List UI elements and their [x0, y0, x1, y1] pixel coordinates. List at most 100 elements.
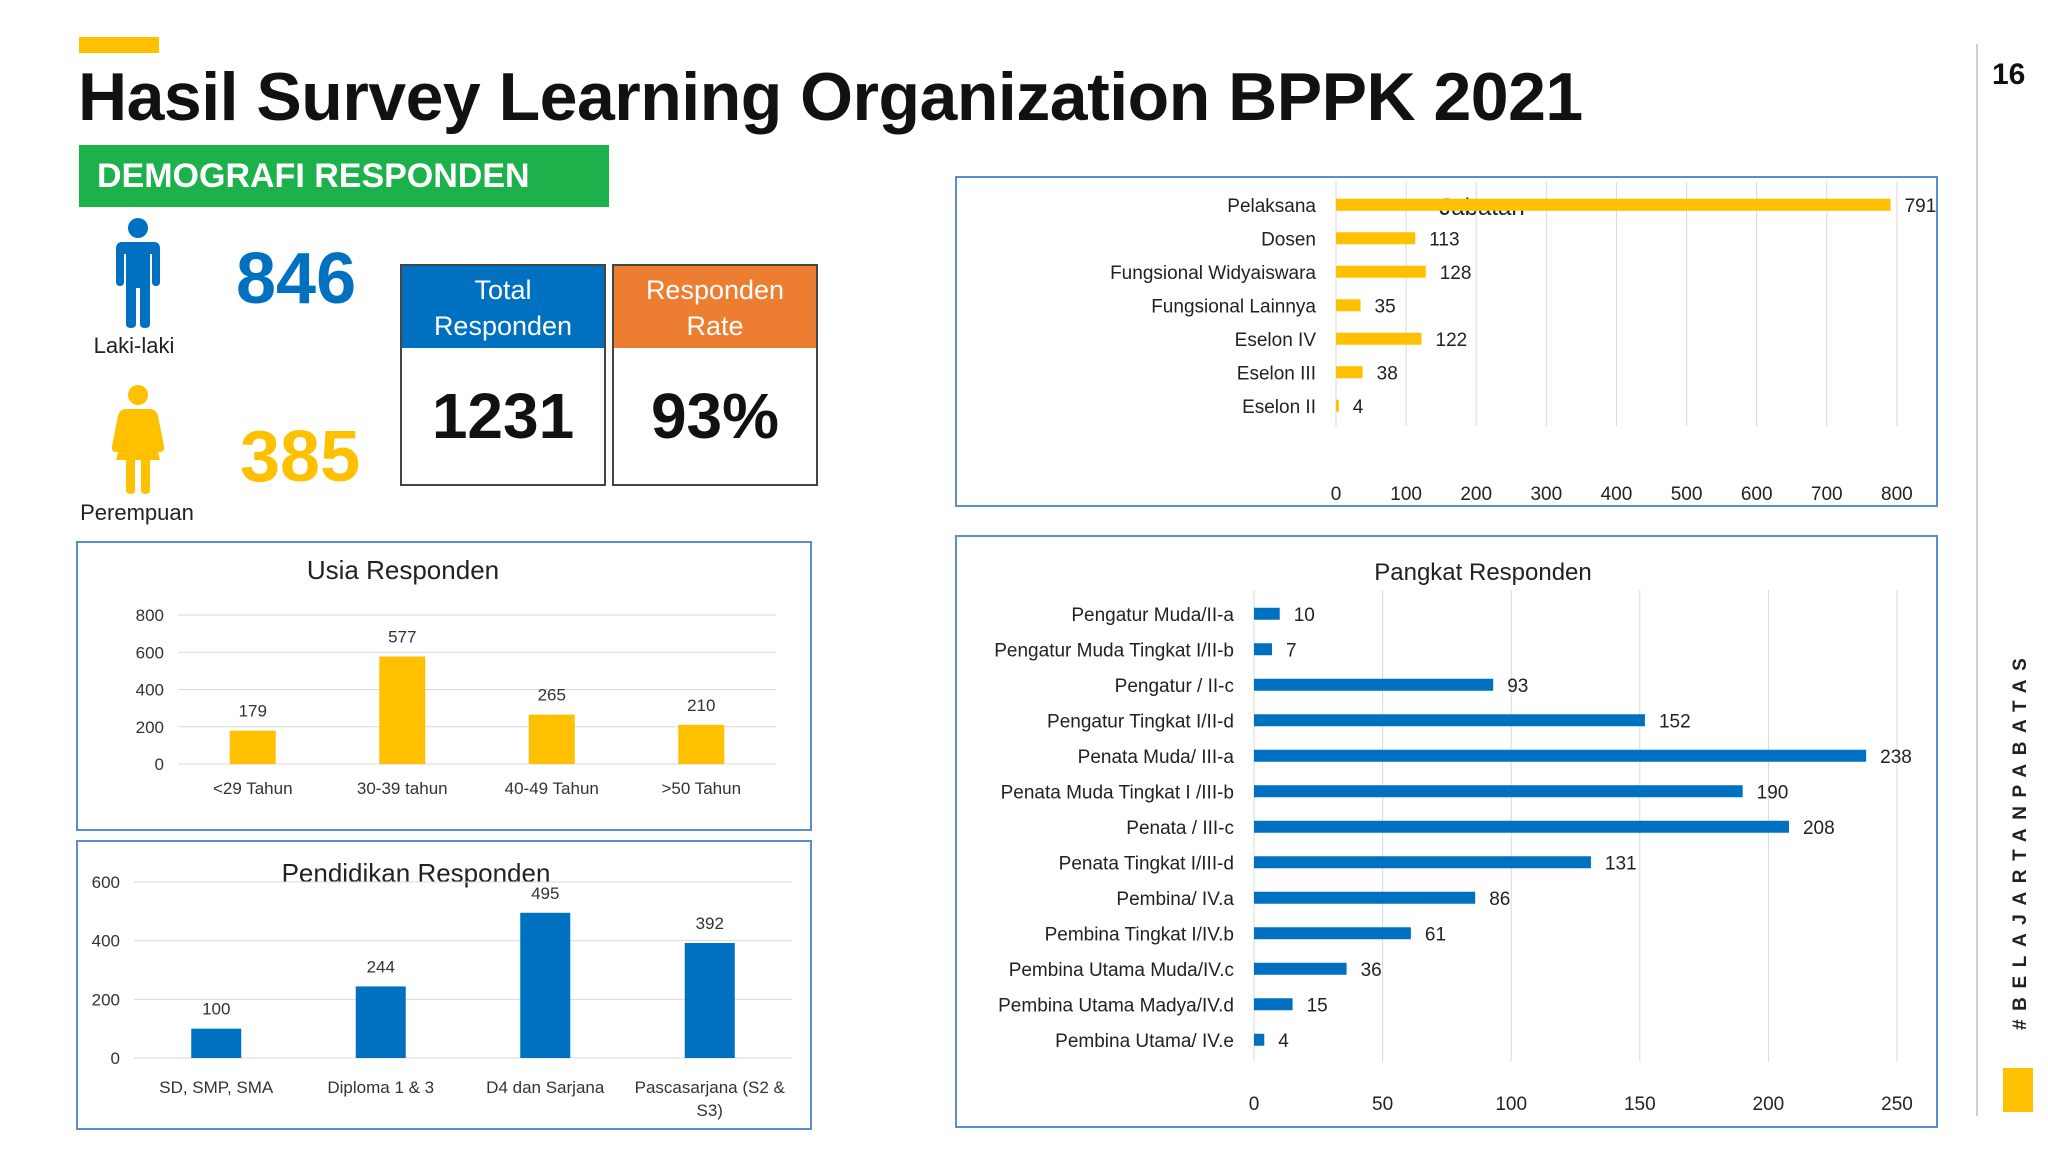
pangkat-category-label: Pengatur / II-c — [1115, 676, 1234, 697]
total-respondents-card: Total Responden 1231 — [400, 264, 606, 486]
jabatan-bar — [1336, 232, 1416, 245]
jabatan-x-tick-label: 200 — [1460, 484, 1492, 505]
pangkat-chart: Pangkat Responden 0 50 100 150 200 250 10 Pengat… — [994, 559, 1913, 1115]
response-rate-card: Responden Rate 93% — [612, 264, 818, 486]
pangkat-x-tick-label: 250 — [1881, 1094, 1913, 1115]
usia-category-label: 30-39 tahun — [357, 779, 448, 798]
jabatan-bar — [1336, 399, 1339, 412]
jabatan-category-label: Fungsional Widyaiswara — [1110, 263, 1316, 284]
jabatan-data-label: 122 — [1436, 330, 1468, 351]
male-count: 846 — [236, 239, 357, 319]
side-hashtag-text: #BELAJARTANPABATAS — [2010, 650, 2031, 1030]
pangkat-data-label: 152 — [1659, 711, 1691, 732]
pangkat-bar — [1254, 607, 1280, 620]
slide-number: 16 — [1992, 58, 2026, 91]
jabatan-category-label: Fungsional Lainnya — [1151, 296, 1316, 317]
usia-bar — [379, 656, 426, 764]
right-divider — [1976, 44, 1978, 1116]
pangkat-bar — [1254, 785, 1743, 798]
pendidikan-data-label: 392 — [696, 914, 724, 933]
side-hashtag: #BELAJARTANPABATAS — [2010, 650, 2031, 1030]
pendidikan-chart-panel: Pendidikan Responden 0 200 400 600 100 SD, SMP… — [76, 840, 812, 1130]
pangkat-bar — [1254, 643, 1273, 656]
pendidikan-y-tick-label: 200 — [92, 990, 120, 1009]
total-respondents-value: 1231 — [431, 380, 575, 452]
usia-chart-panel: Usia Responden 0 200 400 600 800 179 <29 Tahun 5… — [76, 541, 812, 831]
pangkat-category-label: Pembina/ IV.a — [1116, 889, 1234, 910]
male-label: Laki-laki — [93, 333, 175, 358]
jabatan-category-label: Eselon II — [1242, 397, 1316, 418]
usia-bar — [678, 724, 725, 764]
pangkat-category-label: Pembina Utama Muda/IV.c — [1009, 960, 1234, 981]
pangkat-category-label: Penata Tingkat I/III-d — [1059, 853, 1234, 874]
jabatan-x-tick-label: 700 — [1811, 484, 1843, 505]
pangkat-data-label: 7 — [1286, 640, 1297, 661]
jabatan-data-label: 128 — [1440, 263, 1472, 284]
jabatan-chart: Jabatan0100200300400500600700800900791Pe… — [1110, 182, 1983, 505]
pangkat-data-label: 61 — [1425, 924, 1446, 945]
jabatan-data-label: 35 — [1375, 296, 1396, 317]
pendidikan-chart-title: Pendidikan Responden — [282, 858, 551, 888]
pangkat-x-tick-label: 0 — [1249, 1094, 1260, 1115]
pangkat-bar — [1254, 820, 1789, 833]
pangkat-bar — [1254, 678, 1494, 691]
pangkat-x-tick-label: 100 — [1495, 1094, 1527, 1115]
pangkat-category-label: Pengatur Muda Tingkat I/II-b — [994, 640, 1234, 661]
usia-bar — [528, 714, 575, 764]
pangkat-x-tick-label: 50 — [1372, 1094, 1393, 1115]
pendidikan-data-label: 100 — [202, 1000, 230, 1019]
pangkat-bar — [1254, 714, 1645, 727]
pangkat-bar — [1254, 891, 1476, 904]
total-respondents-header: Total Responden — [402, 266, 604, 348]
pendidikan-category-label: SD, SMP, SMA — [159, 1078, 274, 1097]
jabatan-bar — [1336, 265, 1426, 278]
pendidikan-category-label: Diploma 1 & 3 — [327, 1078, 434, 1097]
usia-category-label: >50 Tahun — [661, 779, 741, 798]
pangkat-data-label: 131 — [1605, 853, 1637, 874]
usia-bar — [229, 730, 276, 764]
pendidikan-category-label: Pascasarjana (S2 & — [635, 1078, 786, 1097]
jabatan-x-tick-label: 400 — [1601, 484, 1633, 505]
pendidikan-bar — [355, 986, 406, 1058]
pendidikan-y-tick-label: 0 — [111, 1049, 120, 1068]
usia-chart-title: Usia Responden — [307, 555, 499, 585]
pangkat-category-label: Pembina Utama Madya/IV.d — [998, 995, 1234, 1016]
female-person-icon — [111, 385, 165, 494]
pendidikan-y-tick-label: 600 — [92, 873, 120, 892]
pangkat-data-label: 86 — [1489, 889, 1510, 910]
response-rate-value: 93% — [650, 380, 780, 452]
jabatan-category-label: Eselon III — [1237, 363, 1316, 384]
pendidikan-category-label: D4 dan Sarjana — [486, 1078, 605, 1097]
pangkat-data-label: 93 — [1507, 676, 1528, 697]
male-person-icon — [116, 218, 160, 328]
pangkat-category-label: Penata / III-c — [1126, 818, 1234, 839]
usia-data-label: 210 — [687, 696, 715, 715]
usia-data-label: 265 — [538, 686, 566, 705]
jabatan-category-label: Pelaksana — [1227, 196, 1316, 217]
jabatan-x-tick-label: 0 — [1331, 484, 1342, 505]
jabatan-data-label: 113 — [1429, 229, 1459, 250]
usia-y-tick-label: 400 — [136, 681, 164, 700]
usia-y-tick-label: 0 — [155, 755, 164, 774]
pangkat-data-label: 10 — [1294, 605, 1315, 626]
pangkat-bar — [1254, 1033, 1265, 1046]
pendidikan-data-label: 495 — [531, 884, 559, 903]
title-accent-bar — [79, 37, 159, 53]
pangkat-category-label: Penata Muda/ III-a — [1078, 747, 1235, 768]
jabatan-x-tick-label: 500 — [1671, 484, 1703, 505]
jabatan-data-label: 4 — [1353, 397, 1364, 418]
pendidikan-chart: Pendidikan Responden 0 200 400 600 100 SD, SMP… — [92, 858, 792, 1120]
jabatan-bar — [1336, 299, 1361, 312]
pangkat-data-label: 4 — [1278, 1031, 1289, 1052]
pangkat-data-label: 36 — [1361, 960, 1382, 981]
usia-category-label: <29 Tahun — [213, 779, 293, 798]
jabatan-data-label: 38 — [1377, 363, 1398, 384]
pangkat-bar — [1254, 998, 1293, 1011]
usia-category-label: 40-49 Tahun — [505, 779, 599, 798]
pendidikan-bar — [684, 943, 735, 1058]
pangkat-bar — [1254, 749, 1867, 762]
pangkat-data-label: 208 — [1803, 818, 1835, 839]
pendidikan-bar — [191, 1028, 242, 1058]
jabatan-x-tick-label: 300 — [1530, 484, 1562, 505]
usia-y-tick-label: 200 — [136, 718, 164, 737]
